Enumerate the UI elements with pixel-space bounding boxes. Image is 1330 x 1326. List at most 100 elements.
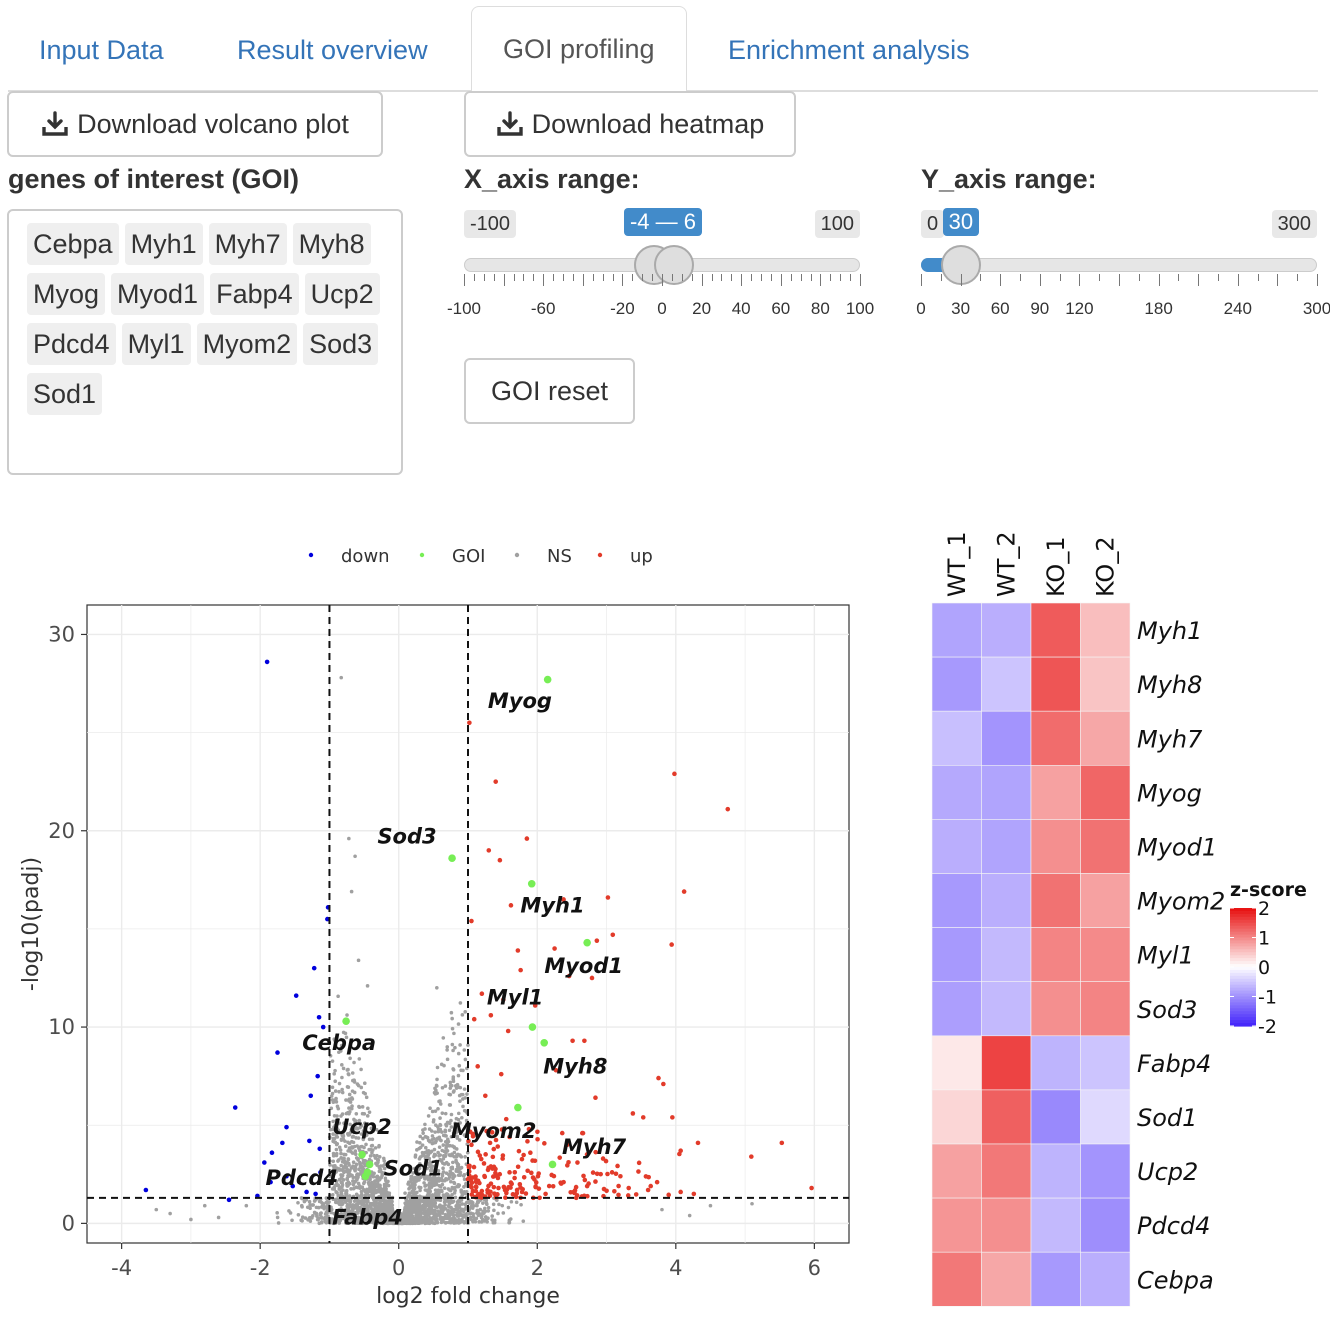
up-point [490,1154,496,1160]
tab-goi-profiling[interactable]: GOI profiling [471,6,687,93]
heatmap-legend-swatch [1230,931,1256,936]
heatmap-legend-swatch [1230,916,1256,921]
ns-point [708,1203,713,1208]
ns-point [403,1191,407,1195]
heatmap-row-label: Cebpa [1137,1266,1214,1294]
ns-point [340,1112,345,1116]
up-point [594,938,600,943]
up-point [636,1169,641,1174]
up-point [561,897,566,902]
goi-chip[interactable]: Cebpa [27,223,119,265]
ns-point [296,1200,300,1205]
ns-point [363,1207,368,1212]
x-axis-range-slider[interactable]: -100 100 -4 — 6 -100 -60 -20 0 20 40 60 80 100 [447,206,874,326]
download-volcano-button[interactable]: Download volcano plot [7,91,383,157]
y-axis-range-slider[interactable]: 0 300 30 0 30 60 90 120 180 240 300 [916,206,1330,326]
ns-point [336,1158,341,1162]
legend-marker-up [597,552,603,558]
goi-point-label: Myog [488,689,552,713]
x-slider-high-handle[interactable] [653,245,694,285]
ns-point [447,1092,451,1097]
ns-point [375,1204,380,1209]
ns-point [435,986,439,990]
x-slider-tick [761,274,762,281]
up-point [593,1095,598,1101]
goi-chip[interactable]: Myh8 [292,223,371,265]
y-slider-tick [1178,274,1180,281]
goi-input[interactable]: Cebpa Myh1 Myh7 Myh8 Myog Myod1 Fabp4 Ucp2 Pdcd4… [7,209,403,475]
ns-point [343,1144,348,1149]
goi-point-label: Sod3 [377,825,436,849]
ns-point [333,1123,338,1127]
goi-chip[interactable]: Fabp4 [210,273,299,315]
y-slider-min-label: 0 [921,210,945,238]
ns-point [462,1173,467,1177]
goi-chip[interactable]: Pdcd4 [27,323,116,365]
x-slider-tick [691,274,693,281]
ns-point [443,1111,448,1116]
ns-point [330,1192,335,1197]
ns-point [438,1214,442,1218]
up-point [532,1177,537,1182]
ns-point [386,1220,391,1224]
goi-chip[interactable]: Myog [27,273,106,315]
goi-point [514,1103,522,1112]
ns-point [483,1206,487,1211]
ns-point [449,1118,453,1123]
x-slider-tick [602,274,604,281]
ns-point [422,1166,427,1171]
ns-point [352,1078,356,1082]
goi-label: genes of interest (GOI) [8,164,300,194]
ns-point [458,1085,463,1090]
goi-chip[interactable]: Myod1 [111,273,205,315]
download-heatmap-button[interactable]: Download heatmap [464,91,796,157]
heatmap-cell [931,656,982,712]
ns-point [497,1202,501,1207]
tab-input-data[interactable]: Input Data [39,35,164,65]
goi-chip[interactable]: Ucp2 [304,273,380,315]
ns-point [329,1181,334,1186]
ns-point [384,1172,388,1176]
ns-point [347,1106,351,1110]
goi-chip[interactable]: Myh1 [124,223,203,265]
goi-chip[interactable]: Myl1 [121,323,191,365]
tab-result-overview[interactable]: Result overview [237,35,428,65]
ns-point [441,1161,445,1165]
ns-point [322,1204,327,1209]
up-point [633,1192,639,1197]
up-point [516,1148,522,1154]
tab-enrichment-analysis[interactable]: Enrichment analysis [728,35,970,65]
ns-point [368,1154,373,1158]
ns-point [415,1171,420,1176]
goi-chip[interactable]: Sod3 [303,323,379,365]
ns-point [446,1208,451,1213]
tab-bar: Input Data Result overview GOI profiling… [8,0,1318,93]
goi-chip[interactable]: Myh7 [208,223,287,265]
goi-chip[interactable]: Myom2 [196,323,298,365]
up-point [670,1115,675,1120]
heatmap-cell [981,873,1032,928]
ns-point [437,1179,441,1183]
ns-point [459,1207,464,1211]
goi-chip[interactable]: Sod1 [27,373,103,415]
ns-point [344,1035,349,1040]
x-slider-tick [751,274,753,281]
ns-point [314,1211,319,1216]
heatmap-cell [931,1197,982,1253]
goi-reset-button[interactable]: GOI reset [464,358,635,424]
ns-point [459,1068,463,1073]
ns-point [343,1139,347,1143]
ns-point [333,1039,337,1043]
ns-point [452,1031,456,1036]
up-point [564,1142,570,1148]
heatmap-cell [931,1089,982,1145]
x-slider-tick [741,274,743,286]
ns-point [514,1200,519,1205]
down-point [284,1124,289,1130]
ns-point [344,1165,349,1170]
up-point [610,932,616,938]
ns-point [403,1219,408,1224]
up-point [485,1190,491,1195]
heatmap-row-label: Myog [1137,779,1202,807]
up-point [497,857,503,863]
